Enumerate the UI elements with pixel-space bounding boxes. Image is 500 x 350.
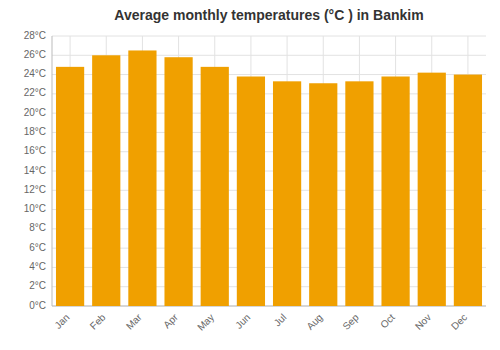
bar — [201, 67, 229, 306]
x-tick-label: Dec — [449, 312, 469, 332]
y-tick-label: 26°C — [24, 49, 46, 60]
y-tick-label: 12°C — [24, 184, 46, 195]
y-tick-label: 0°C — [29, 300, 46, 311]
x-tick-label: May — [195, 312, 216, 333]
bar — [237, 77, 265, 307]
chart-title: Average monthly temperatures (°C ) in Ba… — [114, 7, 423, 23]
x-tick-label: Jun — [233, 312, 252, 331]
y-tick-label: 22°C — [24, 87, 46, 98]
bar — [128, 50, 156, 306]
bar — [454, 75, 482, 306]
grid — [52, 36, 486, 306]
x-tick-label: Oct — [378, 311, 397, 330]
y-tick-label: 18°C — [24, 126, 46, 137]
x-tick-label: Nov — [413, 312, 433, 332]
y-tick-label: 4°C — [29, 261, 46, 272]
bar — [92, 55, 120, 306]
bar — [309, 83, 337, 306]
y-tick-label: 24°C — [24, 68, 46, 79]
y-tick-label: 14°C — [24, 165, 46, 176]
chart-svg: 0°C 2°C 4°C 6°C 8°C 10°C 12°C 14°C 16°C 18°C 20°C 2… — [0, 0, 500, 350]
x-tick-label: Mar — [124, 311, 144, 331]
y-axis-line — [52, 36, 53, 306]
chart-container: 0°C 2°C 4°C 6°C 8°C 10°C 12°C 14°C 16°C 18°C 20°C 2… — [0, 0, 500, 350]
x-tick-label: Aug — [304, 312, 324, 332]
x-tick-label: Sep — [340, 311, 361, 332]
y-tick-label: 8°C — [29, 222, 46, 233]
y-grid-line — [52, 36, 486, 37]
y-tick-label: 28°C — [24, 30, 46, 41]
bar — [56, 67, 84, 306]
x-tick-label: Jan — [52, 312, 71, 331]
bar — [345, 81, 373, 306]
bar — [381, 77, 409, 307]
x-tick-label: Apr — [161, 311, 180, 330]
y-tick-label: 10°C — [24, 203, 46, 214]
x-tick-label: Jul — [272, 312, 289, 329]
y-tick-label: 6°C — [29, 242, 46, 253]
axes: 0°C 2°C 4°C 6°C 8°C 10°C 12°C 14°C 16°C 18°C 20°C 2… — [24, 30, 486, 333]
y-tick-label: 20°C — [24, 107, 46, 118]
bar — [164, 57, 192, 306]
y-tick-label: 2°C — [29, 280, 46, 291]
bar — [273, 81, 301, 306]
y-tick-label: 16°C — [24, 145, 46, 156]
bars — [56, 50, 482, 306]
bar — [418, 73, 446, 306]
x-tick-label: Feb — [88, 311, 108, 331]
